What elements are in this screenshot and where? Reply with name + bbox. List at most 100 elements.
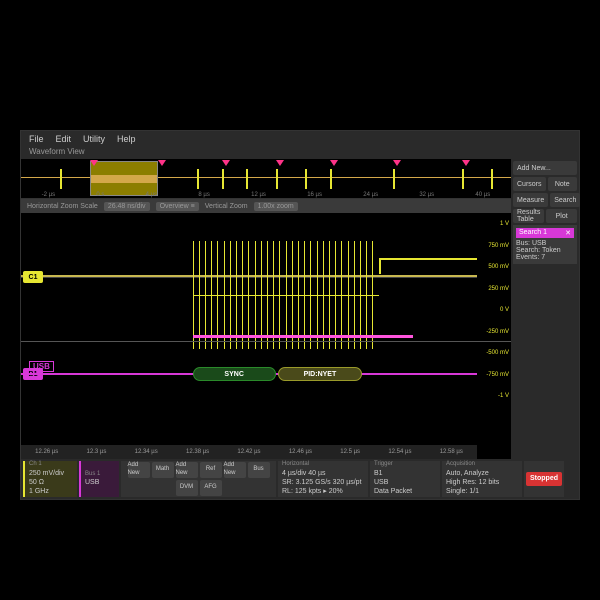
overview-pulse xyxy=(393,169,395,189)
ch1-badge[interactable]: Ch 1 250 mV/div 50 Ω 1 GHz xyxy=(23,461,77,497)
x-tick: 12.34 µs xyxy=(135,449,158,455)
decode-pid[interactable]: PID:NYET xyxy=(278,367,361,381)
tool-button[interactable]: DVM xyxy=(176,480,198,496)
add-new-header: Add New... xyxy=(513,161,577,175)
search-section[interactable]: Search 1 ✕ Bus: USB Search: Token Events… xyxy=(513,225,577,264)
activity-bar xyxy=(193,335,414,338)
overview-axis: -2 µs0 s4 µs8 µs12 µs16 µs24 µs32 µs40 µ… xyxy=(21,192,511,198)
tool-button[interactable]: Bus xyxy=(248,462,270,478)
y-axis: 1 V750 mV500 mV250 mV0 V-250 mV-500 mV-7… xyxy=(479,221,509,399)
overview-pulse xyxy=(222,169,224,189)
ch1-scale: 250 mV/div xyxy=(29,469,73,478)
overview-pulse xyxy=(462,169,464,189)
y-tick: -750 mV xyxy=(479,372,509,378)
results-table-button[interactable]: Results Table xyxy=(513,209,544,223)
overview-pulse xyxy=(60,169,62,189)
acquisition-badge[interactable]: Acquisition Auto, Analyze High Res: 12 b… xyxy=(442,461,522,497)
tool-button[interactable]: Math xyxy=(152,462,174,478)
horizontal-badge[interactable]: Horizontal 4 µs/div 40 µs SR: 3.125 GS/s… xyxy=(278,461,368,497)
y-tick: -1 V xyxy=(479,393,509,399)
ch1-tag[interactable]: C1 xyxy=(23,271,43,283)
x-axis: 12.26 µs12.3 µs12.34 µs12.38 µs12.42 µs1… xyxy=(21,445,477,459)
overview-pulse xyxy=(197,169,199,189)
tool-button[interactable]: AFG xyxy=(200,480,222,496)
x-tick: 12.3 µs xyxy=(87,449,107,455)
ch1-trace-tail xyxy=(379,258,477,274)
ch1-header: Ch 1 xyxy=(29,461,73,469)
oscilloscope-app: File Edit Utility Help Waveform View -2 … xyxy=(20,130,580,500)
plot-area: -2 µs0 s4 µs8 µs12 µs16 µs24 µs32 µs40 µ… xyxy=(21,159,511,459)
tool-button[interactable]: Add New xyxy=(128,462,150,478)
ch1-burst xyxy=(193,241,379,349)
overview-tick: -2 µs xyxy=(42,192,55,198)
search-marker-icon xyxy=(90,160,98,166)
measure-button[interactable]: Measure xyxy=(513,193,548,207)
x-tick: 12.58 µs xyxy=(440,449,463,455)
y-tick: -250 mV xyxy=(479,329,509,335)
vzoom-value[interactable]: 1.00x zoom xyxy=(254,202,298,211)
hzoom-value[interactable]: 26.48 ns/div xyxy=(104,202,150,211)
menu-edit[interactable]: Edit xyxy=(56,134,72,144)
tool-buttons: Add NewMathAdd NewRefAdd NewBusDVMAFG xyxy=(121,461,276,497)
cursors-button[interactable]: Cursors xyxy=(513,177,546,191)
overview-tick: 32 µs xyxy=(419,192,434,198)
menubar: File Edit Utility Help xyxy=(21,131,579,147)
overview-pulse xyxy=(330,169,332,189)
tool-button[interactable]: Add New xyxy=(176,462,198,478)
overview-toggle[interactable]: Overview ≡ xyxy=(156,202,199,211)
x-tick: 12.5 µs xyxy=(340,449,360,455)
x-tick: 12.26 µs xyxy=(35,449,58,455)
close-icon[interactable]: ✕ xyxy=(565,229,571,237)
overview-tick: 0 s xyxy=(96,192,104,198)
vzoom-label: Vertical Zoom xyxy=(205,203,248,210)
menu-help[interactable]: Help xyxy=(117,134,136,144)
overview-pulse xyxy=(246,169,248,189)
ch1-impedance: 50 Ω xyxy=(29,478,73,487)
search-marker-icon xyxy=(330,160,338,166)
search-marker-icon xyxy=(393,160,401,166)
x-tick: 12.42 µs xyxy=(237,449,260,455)
y-tick: -500 mV xyxy=(479,350,509,356)
y-tick: 250 mV xyxy=(479,286,509,292)
decode-sync[interactable]: SYNC xyxy=(193,367,276,381)
overview-strip[interactable]: -2 µs0 s4 µs8 µs12 µs16 µs24 µs32 µs40 µ… xyxy=(21,159,511,199)
search-events: Events: 7 xyxy=(516,254,574,261)
run-state-panel: Stopped xyxy=(524,461,564,497)
main-plot[interactable]: C1 1 V750 mV500 mV250 mV0 V-250 mV-500 m… xyxy=(21,213,511,459)
horiz-sr: SR: 3.125 GS/s 320 µs/pt xyxy=(282,478,364,487)
horiz-scale: 4 µs/div 40 µs xyxy=(282,469,364,478)
y-tick: 1 V xyxy=(479,221,509,227)
zoom-region[interactable] xyxy=(90,161,159,196)
search-button[interactable]: Search xyxy=(550,193,580,207)
plot-button[interactable]: Plot xyxy=(546,209,577,223)
trig-source: B1 xyxy=(374,469,436,478)
overview-pulse xyxy=(491,169,493,189)
bottom-bar: Ch 1 250 mV/div 50 Ω 1 GHz Bus 1 USB Add… xyxy=(21,459,579,499)
search-marker-icon xyxy=(276,160,284,166)
y-tick: 500 mV xyxy=(479,264,509,270)
tool-button[interactable]: Ref xyxy=(200,462,222,478)
overview-pulse xyxy=(305,169,307,189)
bus1-badge[interactable]: Bus 1 USB xyxy=(79,461,119,497)
run-stop-button[interactable]: Stopped xyxy=(526,472,562,485)
note-button[interactable]: Note xyxy=(548,177,577,191)
menu-file[interactable]: File xyxy=(29,134,44,144)
screen: File Edit Utility Help Waveform View -2 … xyxy=(0,0,600,600)
plot-divider xyxy=(21,341,511,342)
hzoom-label: Horizontal Zoom Scale xyxy=(27,203,98,210)
overview-tick: 24 µs xyxy=(363,192,378,198)
acq-mode: Auto, Analyze xyxy=(446,469,518,478)
acq-single: Single: 1/1 xyxy=(446,487,518,496)
overview-tick: 16 µs xyxy=(307,192,322,198)
overview-tick: 40 µs xyxy=(475,192,490,198)
tool-button[interactable]: Add New xyxy=(224,462,246,478)
trig-bus: USB xyxy=(374,478,436,487)
horiz-rl: RL: 125 kpts ▸ 20% xyxy=(282,487,364,496)
menu-utility[interactable]: Utility xyxy=(83,134,105,144)
side-panel: Add New... Cursors Note Measure Search R… xyxy=(511,159,579,459)
search-marker-icon xyxy=(222,160,230,166)
main-area: -2 µs0 s4 µs8 µs12 µs16 µs24 µs32 µs40 µ… xyxy=(21,159,579,459)
search-bus: Bus: USB xyxy=(516,240,574,247)
trigger-badge[interactable]: Trigger B1 USB Data Packet xyxy=(370,461,440,497)
ch1-bandwidth: 1 GHz xyxy=(29,487,73,496)
